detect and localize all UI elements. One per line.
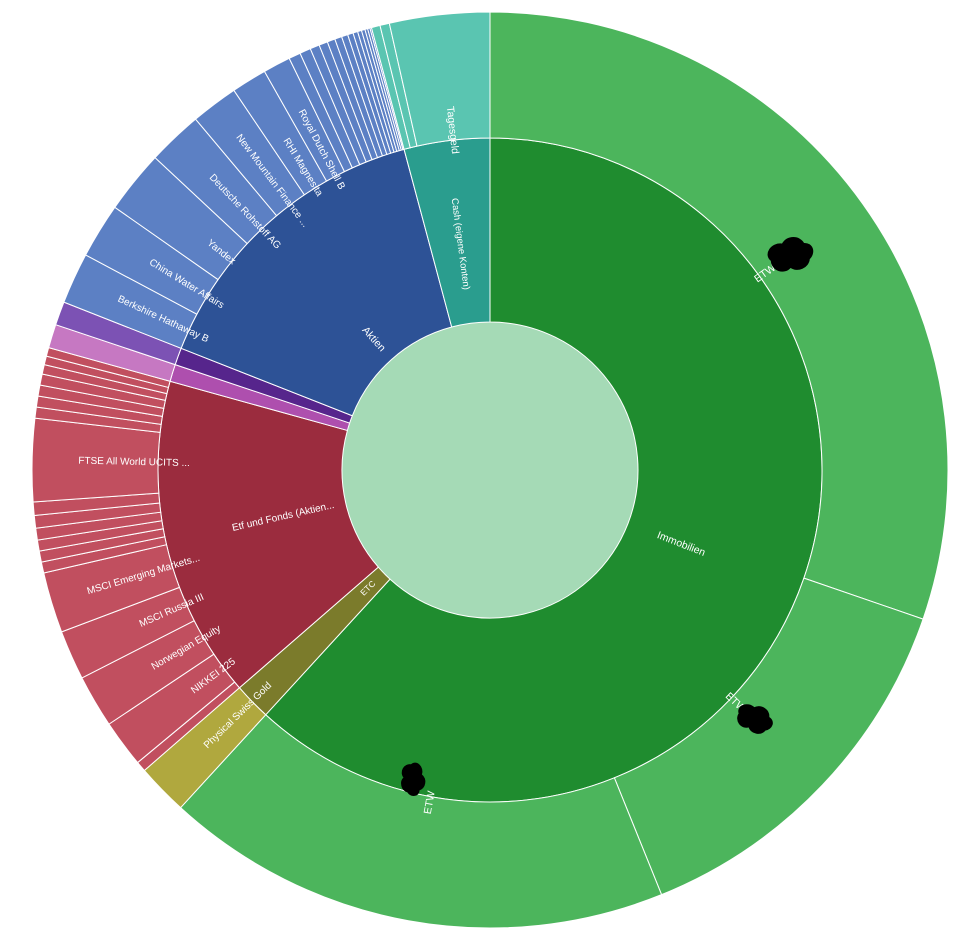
segment-etw[interactable] bbox=[489, 11, 949, 620]
segment-tagesgeld[interactable] bbox=[388, 11, 491, 147]
chart-center[interactable] bbox=[342, 322, 638, 618]
segment-etw[interactable] bbox=[180, 714, 663, 929]
redaction-scribble bbox=[401, 762, 426, 796]
redaction-scribble bbox=[767, 237, 814, 272]
redaction-scribble bbox=[737, 704, 773, 734]
